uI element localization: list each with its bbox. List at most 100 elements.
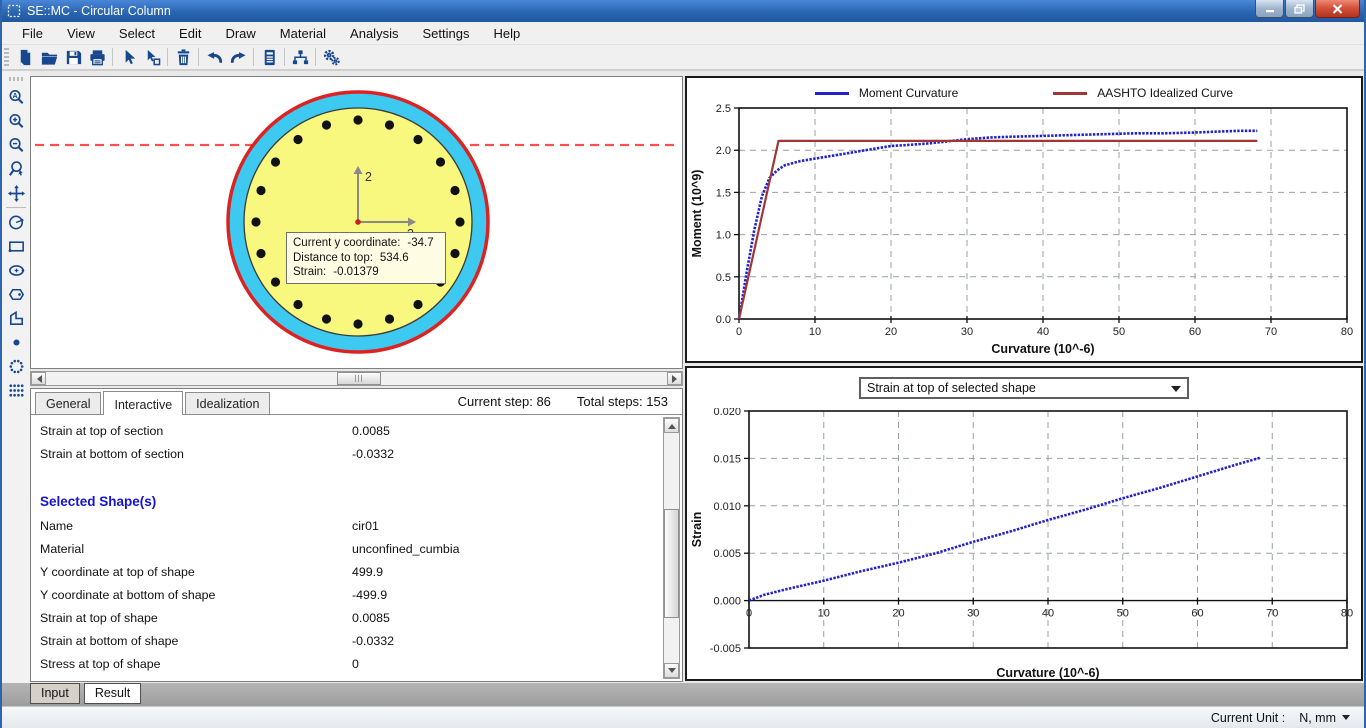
current-unit-label: Current Unit : <box>1210 710 1286 725</box>
dropdown-arrow-icon <box>1171 385 1181 397</box>
zoom-dynamic-icon <box>8 160 23 176</box>
rebar-dot <box>251 217 261 227</box>
series-moment-curvature <box>737 129 1258 320</box>
menu-draw[interactable]: Draw <box>225 25 256 41</box>
series-aashto-idealized-curve <box>737 139 1258 320</box>
zoom-out-button[interactable] <box>4 133 28 157</box>
rebar-dot <box>321 120 332 130</box>
current-unit-value[interactable]: N, mm <box>1299 710 1336 725</box>
scroll-down-arrow[interactable] <box>664 663 679 678</box>
select-shape-button[interactable] <box>140 46 164 68</box>
moment-curvature-chart-panel: Moment Curvature AASHTO Idealized Curve 0… <box>685 76 1363 363</box>
polyline-shape-button[interactable] <box>4 306 28 330</box>
status-bar: Current Unit : N, mm <box>2 706 1364 728</box>
scroll-right-arrow[interactable] <box>667 372 682 385</box>
strain-chart-panel: Strain at top of selected shape -0.005 0.… <box>685 366 1363 681</box>
zoom-extents-button[interactable]: A <box>4 85 28 109</box>
menu-file[interactable]: File <box>22 25 43 41</box>
tab-result[interactable]: Result <box>83 683 142 704</box>
rebar-dot <box>413 299 423 310</box>
svg-text:0.020: 0.020 <box>713 408 741 418</box>
menu-analysis[interactable]: Analysis <box>350 25 399 41</box>
close-button[interactable] <box>1315 0 1360 18</box>
series-strain-at-top-of-selected-shape <box>748 456 1262 602</box>
svg-text:0.010: 0.010 <box>713 501 741 513</box>
zoom-in-button[interactable] <box>4 109 28 133</box>
redo-button[interactable] <box>226 46 250 68</box>
restore-button[interactable] <box>1285 0 1314 18</box>
redo-icon <box>230 51 246 63</box>
menu-bar: File View Select Edit Draw Material Analysis Se… <box>2 22 1364 45</box>
toolbar-separator <box>253 48 254 66</box>
unit-dropdown-arrow-icon[interactable] <box>1342 715 1350 724</box>
menu-help[interactable]: Help <box>493 25 521 41</box>
report-button[interactable] <box>257 46 281 68</box>
zoom-dynamic-button[interactable] <box>4 157 28 181</box>
rebar-dot <box>384 314 395 324</box>
open-file-icon <box>41 52 57 65</box>
property-row: Strain at bottom of section -0.0332 <box>40 446 395 461</box>
pan-button[interactable] <box>4 181 28 205</box>
tab-idealization[interactable]: Idealization <box>185 392 271 414</box>
svg-text:70: 70 <box>1266 608 1278 620</box>
menu-view[interactable]: View <box>66 25 95 41</box>
rectangle-shape-icon <box>8 240 24 252</box>
delete-button[interactable] <box>171 46 195 68</box>
ellipse-shape-button[interactable] <box>4 258 28 282</box>
minimize-button[interactable] <box>1255 0 1284 18</box>
section-view-panel[interactable]: 23 Current y coordinate:-34.7 Distance t… <box>30 76 683 369</box>
svg-text:1.0: 1.0 <box>716 230 731 242</box>
tab-input[interactable]: Input <box>30 683 80 704</box>
tree-view-button[interactable] <box>288 46 312 68</box>
result-quantity-dropdown[interactable]: Strain at top of selected shape <box>859 377 1189 399</box>
horizontal-scroll-thumb[interactable] <box>336 372 381 385</box>
interactive-results-panel: General Interactive Idealization Current s… <box>30 388 683 682</box>
pan-icon <box>7 184 25 202</box>
menu-settings[interactable]: Settings <box>422 25 470 41</box>
vertical-scrollbar[interactable] <box>663 417 680 679</box>
grid-rebar-pattern-button[interactable] <box>4 378 28 402</box>
menu-select[interactable]: Select <box>118 25 156 41</box>
settings-gears-button[interactable] <box>319 46 343 68</box>
select-shape-icon <box>147 49 160 65</box>
rebar-dot <box>270 277 281 287</box>
result-tab-bar: General Interactive Idealization <box>31 389 682 415</box>
palette-grip <box>9 77 23 81</box>
rebar-dot <box>413 134 423 145</box>
svg-text:10: 10 <box>818 608 830 620</box>
circle-shape-button[interactable] <box>4 210 28 234</box>
rebar-dot <box>256 248 266 259</box>
toolbar-grip <box>4 48 9 66</box>
svg-text:30: 30 <box>961 326 973 338</box>
tab-interactive[interactable]: Interactive <box>103 391 184 415</box>
section-heading-row: Selected Shape(s) <box>40 493 157 509</box>
horizontal-scrollbar[interactable] <box>30 371 683 386</box>
print-button[interactable] <box>85 46 109 68</box>
menu-edit[interactable]: Edit <box>179 25 202 41</box>
point-rebar-button[interactable] <box>4 330 28 354</box>
cross-section-drawing: 23 <box>35 90 678 354</box>
rectangle-shape-button[interactable] <box>4 234 28 258</box>
tab-general[interactable]: General <box>35 392 102 414</box>
scroll-up-arrow[interactable] <box>664 418 679 433</box>
grid-rebar-pattern-icon <box>8 383 24 397</box>
svg-text:0.0: 0.0 <box>716 314 731 326</box>
open-file-button[interactable] <box>37 46 61 68</box>
polygon-shape-button[interactable] <box>4 282 28 306</box>
scroll-left-arrow[interactable] <box>31 372 46 385</box>
undo-button[interactable] <box>202 46 226 68</box>
circular-rebar-pattern-button[interactable] <box>4 354 28 378</box>
document-tab-bar: Input Result <box>2 683 1364 706</box>
menu-material[interactable]: Material <box>279 25 327 41</box>
save-button[interactable] <box>61 46 85 68</box>
section-centroid-dot <box>355 219 361 225</box>
rebar-dot <box>353 319 363 329</box>
svg-text:2.5: 2.5 <box>716 103 731 115</box>
svg-text:2.0: 2.0 <box>716 145 731 157</box>
new-file-button[interactable] <box>13 46 37 68</box>
legend-line-swatch <box>814 91 849 95</box>
strain-curvature-chart: -0.005 0.000 0.005 0.010 0.015 0.020 0 10 20 30 40… <box>690 408 1353 679</box>
select-button[interactable] <box>116 46 140 68</box>
vertical-scroll-thumb[interactable] <box>664 509 679 619</box>
